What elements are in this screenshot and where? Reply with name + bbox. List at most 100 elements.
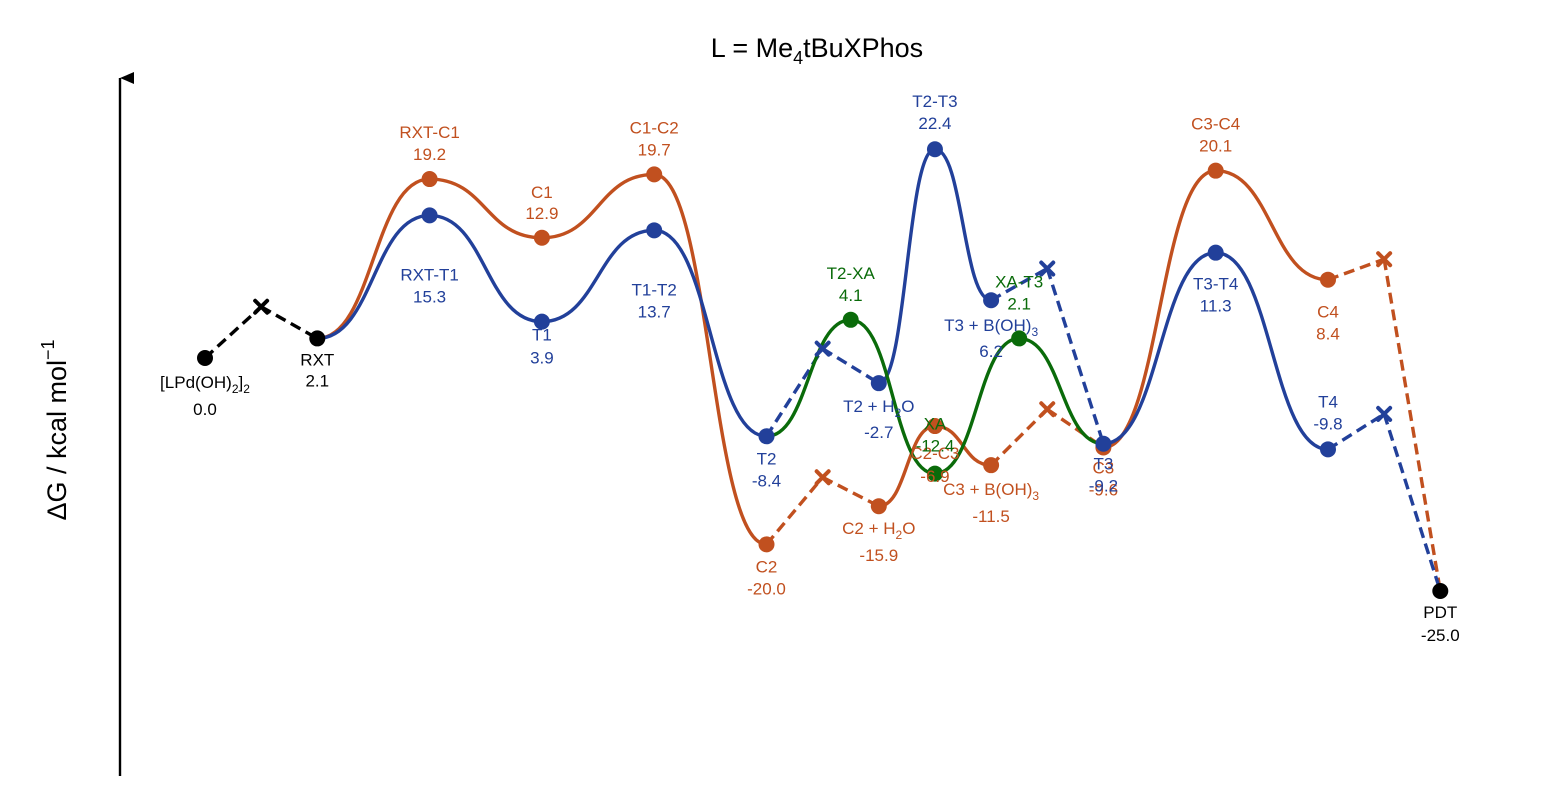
segment-blue-16 xyxy=(317,213,430,341)
label-value-rxtt1: 15.3 xyxy=(413,287,446,306)
segment-blue-27 xyxy=(1215,250,1329,452)
label-value-c2: -20.0 xyxy=(747,579,786,598)
point-t2xa xyxy=(842,311,859,328)
segment-orange-13 xyxy=(1215,168,1329,282)
state-markers xyxy=(197,141,1449,599)
point-xat3 xyxy=(1011,330,1028,347)
point-c1c2 xyxy=(646,166,663,183)
label-name-rxtt1: RXT-T1 xyxy=(400,265,459,284)
point-t2t3 xyxy=(926,141,943,158)
point-c4 xyxy=(1320,271,1336,288)
cross-marker-2 xyxy=(814,340,831,357)
label-value-t3t4: 11.3 xyxy=(1200,297,1232,316)
profile-segments xyxy=(203,147,1442,592)
point-rxtt1 xyxy=(421,207,438,224)
segment-green-31 xyxy=(850,318,936,476)
segment-blue-22 xyxy=(878,147,936,385)
label-value-lpd: 0.0 xyxy=(193,400,217,419)
segment-orange-8 xyxy=(878,424,936,508)
label-value-c3b: -11.5 xyxy=(972,507,1010,526)
point-rxtc1 xyxy=(421,171,438,188)
point-t2h xyxy=(870,375,887,392)
segment-orange-15 xyxy=(1382,258,1442,592)
point-t2 xyxy=(758,428,775,445)
point-xa xyxy=(926,465,943,482)
segment-blue-17 xyxy=(429,213,542,324)
segment-blue-25 xyxy=(1045,268,1106,445)
cross-marker-1 xyxy=(814,469,831,486)
segment-blue-28 xyxy=(1327,412,1386,451)
label-name-t1t2: T1-T2 xyxy=(632,280,677,299)
label-value-t2xa: 4.1 xyxy=(839,286,863,305)
label-name-t2t3: T2-T3 xyxy=(912,92,957,111)
segment-green-32 xyxy=(934,336,1020,476)
segment-black-1 xyxy=(260,305,319,340)
point-t4 xyxy=(1320,441,1336,458)
label-value-pdt: -25.0 xyxy=(1421,626,1460,645)
segment-orange-6 xyxy=(765,476,824,546)
cross-marker-4 xyxy=(1039,260,1056,277)
label-name-t2h: T2 + H2O xyxy=(843,397,914,420)
label-value-rxtc1: 19.2 xyxy=(413,145,446,164)
label-name-xat3: XA-T3 xyxy=(995,272,1043,291)
segment-orange-2 xyxy=(317,177,430,341)
label-name-t3b: T3 + B(OH)3 xyxy=(944,316,1038,339)
label-value-t3b: 6.2 xyxy=(979,342,1003,361)
segment-blue-23 xyxy=(934,147,992,302)
point-c2c3 xyxy=(926,418,943,435)
y-axis-label-sup: −1 xyxy=(38,339,58,360)
label-value-xat3: 2.1 xyxy=(1007,294,1031,313)
label-value-c2h: -15.9 xyxy=(859,546,898,565)
segment-blue-21 xyxy=(821,347,880,385)
label-value-c2c3: -6.9 xyxy=(920,467,949,486)
cross-marker-6 xyxy=(1376,405,1393,422)
label-name-c1c2: C1-C2 xyxy=(630,118,679,137)
point-rxt xyxy=(309,330,326,347)
segment-orange-4 xyxy=(541,172,655,240)
segment-blue-26 xyxy=(1103,250,1216,446)
segment-orange-14 xyxy=(1327,257,1385,282)
label-value-c1: 12.9 xyxy=(525,204,558,223)
label-name-c3c4: C3-C4 xyxy=(1191,115,1240,134)
label-name-c2h: C2 + H2O xyxy=(842,519,915,542)
label-name-c2c3: C2-C3 xyxy=(910,444,959,463)
segment-blue-19 xyxy=(654,228,767,438)
label-value-t4: -9.8 xyxy=(1313,414,1342,433)
segment-orange-5 xyxy=(653,172,767,547)
label-value-xa: -12.4 xyxy=(916,437,955,456)
label-value-t1: 3.9 xyxy=(530,349,554,368)
point-lpd xyxy=(197,350,213,366)
label-name-t3t4: T3-T4 xyxy=(1193,275,1238,294)
label-name-lpd: [LPd(OH)2]2 xyxy=(160,373,250,396)
label-name-c1: C1 xyxy=(531,183,553,202)
segment-blue-18 xyxy=(541,228,655,324)
cross-marker-3 xyxy=(1039,401,1056,418)
label-name-t2xa: T2-XA xyxy=(827,264,876,283)
label-value-t3: -9.2 xyxy=(1089,477,1118,496)
label-name-c2: C2 xyxy=(756,557,778,576)
label-name-c3b: C3 + B(OH)3 xyxy=(943,480,1039,503)
label-value-t2t3: 22.4 xyxy=(918,114,951,133)
label-name-pdt: PDT xyxy=(1423,603,1457,622)
segment-green-30 xyxy=(766,318,851,438)
segment-blue-29 xyxy=(1382,413,1442,592)
point-t1 xyxy=(533,313,550,330)
point-t1t2 xyxy=(646,222,663,239)
label-name-rxtc1: RXT-C1 xyxy=(399,123,459,142)
segment-orange-3 xyxy=(429,177,542,240)
chart-title-sub: 4 xyxy=(793,48,803,68)
point-t3b xyxy=(983,292,1000,309)
point-c3c4 xyxy=(1207,162,1224,179)
label-name-rxt: RXT xyxy=(300,350,334,369)
segment-green-33 xyxy=(1018,336,1104,446)
point-c3b xyxy=(983,457,1000,474)
chart-title-rest: tBuXPhos xyxy=(803,33,923,63)
chart-title-main: L = Me xyxy=(711,33,793,63)
y-axis-label: ΔG / kcal mol−1 xyxy=(38,339,72,520)
label-value-c3c4: 20.1 xyxy=(1199,137,1232,156)
point-t3t4 xyxy=(1207,244,1224,261)
label-name-t1: T1 xyxy=(532,326,552,345)
label-value-c4: 8.4 xyxy=(1316,325,1340,344)
cross-marker-5 xyxy=(1376,251,1393,268)
